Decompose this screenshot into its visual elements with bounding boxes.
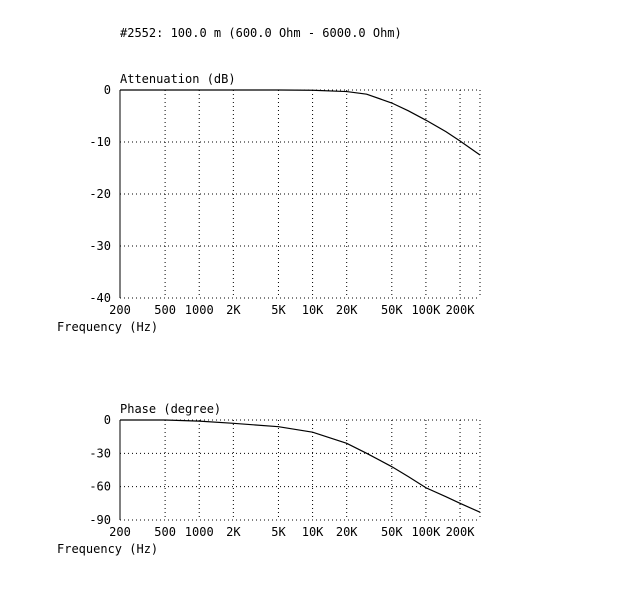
page-title: #2552: 100.0 m (600.0 Ohm - 6000.0 Ohm) [120, 26, 402, 40]
y-tick-label: -10 [89, 135, 111, 149]
series-line [120, 419, 481, 513]
y-tick-label: -30 [89, 239, 111, 253]
x-tick-label: 50K [381, 525, 403, 539]
x-tick-label: 200K [446, 525, 476, 539]
y-tick-label: -30 [89, 446, 111, 460]
y-tick-label: -20 [89, 187, 111, 201]
y-tick-label: 0 [104, 83, 111, 97]
x-tick-label: 2K [226, 525, 241, 539]
y-tick-label: 0 [104, 413, 111, 427]
plot-title: Attenuation (dB) [120, 72, 236, 86]
plot-title: Phase (degree) [120, 402, 221, 416]
x-tick-label: 10K [302, 303, 324, 317]
x-tick-label: 5K [271, 303, 286, 317]
x-axis-label: Frequency (Hz) [57, 320, 158, 334]
y-tick-label: -40 [89, 291, 111, 305]
x-tick-label: 5K [271, 525, 286, 539]
x-tick-label: 200K [446, 303, 476, 317]
x-tick-label: 200 [109, 303, 131, 317]
x-tick-label: 1000 [185, 525, 214, 539]
x-tick-label: 10K [302, 525, 324, 539]
y-tick-label: -60 [89, 480, 111, 494]
x-tick-label: 100K [411, 303, 441, 317]
x-tick-label: 20K [336, 525, 358, 539]
attenuation-plot: Attenuation (dB) 200 500 1000 2K 5K 10K 20K 50K 1… [57, 72, 481, 334]
x-tick-label: 500 [154, 525, 176, 539]
x-tick-label: 500 [154, 303, 176, 317]
x-tick-label: 100K [411, 525, 441, 539]
x-tick-label: 20K [336, 303, 358, 317]
phase-plot: Phase (degree) 200 500 1000 2K 5K 10K 20K 50K 100… [57, 402, 481, 556]
series-line [120, 89, 481, 156]
x-tick-label: 200 [109, 525, 131, 539]
x-tick-label: 50K [381, 303, 403, 317]
x-axis-label: Frequency (Hz) [57, 542, 158, 556]
y-tick-label: -90 [89, 513, 111, 527]
x-tick-label: 1000 [185, 303, 214, 317]
x-tick-label: 2K [226, 303, 241, 317]
